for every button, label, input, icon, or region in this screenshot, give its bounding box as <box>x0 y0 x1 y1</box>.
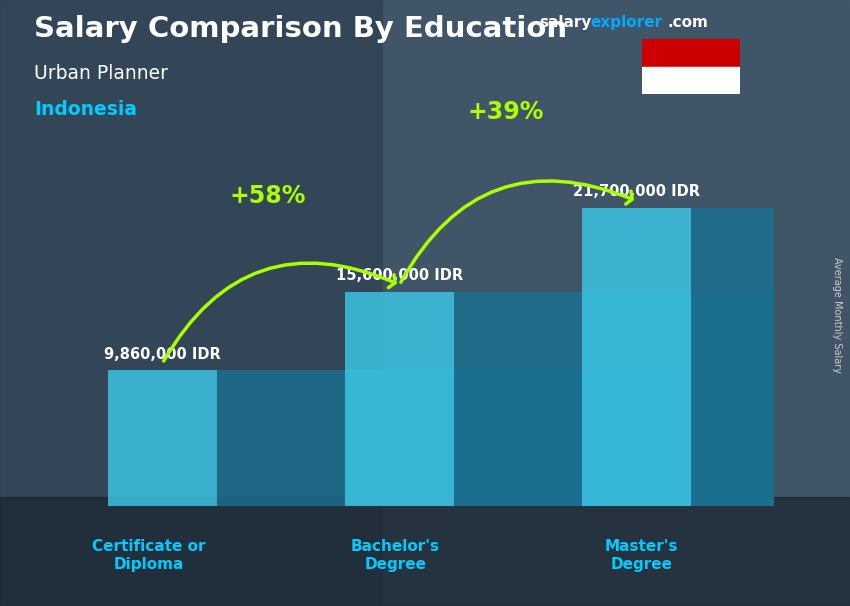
Text: 9,860,000 IDR: 9,860,000 IDR <box>104 347 221 362</box>
Text: Indonesia: Indonesia <box>34 100 137 119</box>
Polygon shape <box>691 208 850 505</box>
Text: +58%: +58% <box>230 184 306 207</box>
Bar <box>0 0 382 606</box>
Text: explorer: explorer <box>591 15 663 30</box>
Text: Master's
Degree: Master's Degree <box>605 539 678 571</box>
Bar <box>0 497 850 606</box>
Text: +39%: +39% <box>468 100 543 124</box>
Text: Certificate or
Diploma: Certificate or Diploma <box>92 539 206 571</box>
Bar <box>382 0 850 606</box>
Text: salary: salary <box>540 15 592 30</box>
Polygon shape <box>582 208 691 505</box>
Bar <box>642 39 740 67</box>
Text: .com: .com <box>667 15 708 30</box>
Polygon shape <box>217 370 850 505</box>
Text: Bachelor's
Degree: Bachelor's Degree <box>351 539 439 571</box>
Polygon shape <box>454 291 850 505</box>
Text: Average Monthly Salary: Average Monthly Salary <box>832 257 842 373</box>
Text: Urban Planner: Urban Planner <box>34 64 168 82</box>
Text: 15,600,000 IDR: 15,600,000 IDR <box>336 268 463 283</box>
Polygon shape <box>108 370 217 505</box>
Text: Salary Comparison By Education: Salary Comparison By Education <box>34 15 567 43</box>
Polygon shape <box>345 291 454 505</box>
Text: 21,700,000 IDR: 21,700,000 IDR <box>573 184 700 199</box>
Bar <box>642 67 740 94</box>
